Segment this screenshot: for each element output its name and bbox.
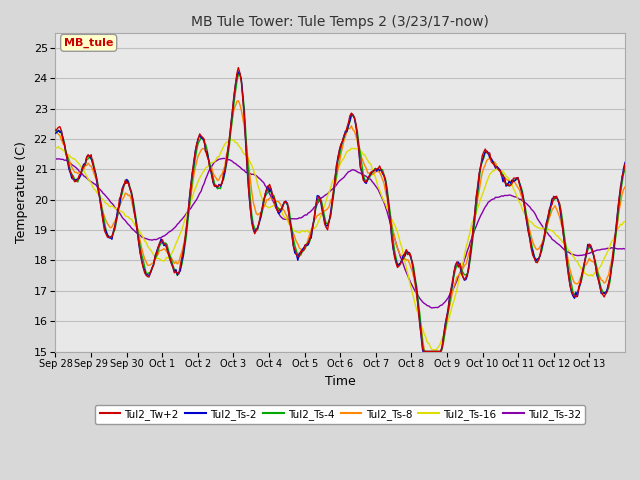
- Tul2_Ts-32: [544, 230, 552, 236]
- Tul2_Tw+2: [545, 207, 553, 213]
- Tul2_Ts-2: [346, 118, 354, 124]
- Tul2_Ts-8: [545, 216, 553, 221]
- Tul2_Ts-4: [71, 177, 79, 182]
- Tul2_Ts-2: [71, 177, 79, 183]
- Tul2_Ts-16: [545, 227, 553, 232]
- Tul2_Ts-8: [461, 263, 468, 268]
- Tul2_Ts-2: [420, 348, 428, 354]
- Tul2_Ts-32: [459, 262, 467, 268]
- Tul2_Ts-2: [52, 131, 60, 136]
- Line: Tul2_Ts-4: Tul2_Ts-4: [56, 73, 625, 351]
- Title: MB Tule Tower: Tule Temps 2 (3/23/17-now): MB Tule Tower: Tule Temps 2 (3/23/17-now…: [191, 15, 489, 29]
- Line: Tul2_Ts-8: Tul2_Ts-8: [56, 101, 625, 351]
- Tul2_Ts-16: [52, 145, 60, 151]
- Tul2_Ts-16: [71, 156, 79, 162]
- Tul2_Ts-32: [52, 156, 60, 161]
- Tul2_Ts-16: [621, 218, 629, 224]
- Tul2_Tw+2: [52, 128, 60, 133]
- Tul2_Ts-32: [621, 246, 629, 252]
- Tul2_Ts-8: [89, 167, 97, 172]
- Tul2_Tw+2: [89, 161, 97, 167]
- Tul2_Ts-2: [545, 209, 553, 215]
- Tul2_Ts-32: [89, 180, 97, 185]
- Line: Tul2_Ts-2: Tul2_Ts-2: [56, 72, 625, 351]
- Tul2_Ts-4: [545, 213, 553, 219]
- Tul2_Tw+2: [620, 169, 627, 175]
- Line: Tul2_Ts-16: Tul2_Ts-16: [56, 139, 625, 350]
- Tul2_Tw+2: [461, 276, 468, 282]
- Tul2_Ts-8: [620, 187, 627, 192]
- Tul2_Tw+2: [234, 65, 242, 71]
- Tul2_Ts-4: [52, 126, 60, 132]
- Tul2_Ts-4: [621, 167, 629, 172]
- Tul2_Ts-32: [618, 246, 626, 252]
- Tul2_Ts-4: [236, 70, 244, 76]
- Line: Tul2_Tw+2: Tul2_Tw+2: [56, 68, 625, 351]
- Tul2_Ts-32: [428, 305, 435, 311]
- Tul2_Ts-4: [89, 156, 97, 162]
- Text: MB_tule: MB_tule: [64, 38, 113, 48]
- Tul2_Ts-4: [620, 171, 627, 177]
- Tul2_Ts-32: [344, 169, 352, 175]
- Tul2_Ts-8: [422, 348, 429, 354]
- Tul2_Ts-2: [621, 159, 629, 165]
- Tul2_Ts-16: [346, 147, 354, 153]
- Tul2_Ts-16: [620, 219, 627, 225]
- Tul2_Ts-2: [461, 277, 468, 283]
- Tul2_Ts-2: [620, 166, 627, 172]
- Tul2_Ts-8: [234, 98, 242, 104]
- Tul2_Ts-32: [71, 164, 79, 169]
- Tul2_Tw+2: [71, 179, 79, 185]
- Tul2_Tw+2: [420, 348, 428, 354]
- Tul2_Ts-16: [89, 184, 97, 190]
- Legend: Tul2_Tw+2, Tul2_Ts-2, Tul2_Ts-4, Tul2_Ts-8, Tul2_Ts-16, Tul2_Ts-32: Tul2_Tw+2, Tul2_Ts-2, Tul2_Ts-4, Tul2_Ts…: [95, 405, 585, 424]
- Tul2_Ts-2: [234, 69, 242, 75]
- Tul2_Ts-4: [346, 119, 354, 125]
- Tul2_Ts-16: [461, 252, 468, 258]
- Y-axis label: Temperature (C): Temperature (C): [15, 141, 28, 243]
- Tul2_Ts-4: [461, 272, 468, 277]
- Tul2_Ts-8: [621, 184, 629, 190]
- Line: Tul2_Ts-32: Tul2_Ts-32: [56, 158, 625, 308]
- Tul2_Ts-8: [346, 126, 354, 132]
- Tul2_Ts-2: [89, 160, 97, 166]
- Tul2_Tw+2: [346, 113, 354, 119]
- Tul2_Tw+2: [621, 161, 629, 167]
- Tul2_Ts-4: [420, 348, 428, 354]
- Tul2_Ts-8: [52, 129, 60, 135]
- Tul2_Ts-16: [225, 136, 233, 142]
- Tul2_Ts-16: [432, 348, 440, 353]
- X-axis label: Time: Time: [325, 375, 356, 388]
- Tul2_Ts-8: [71, 169, 79, 175]
